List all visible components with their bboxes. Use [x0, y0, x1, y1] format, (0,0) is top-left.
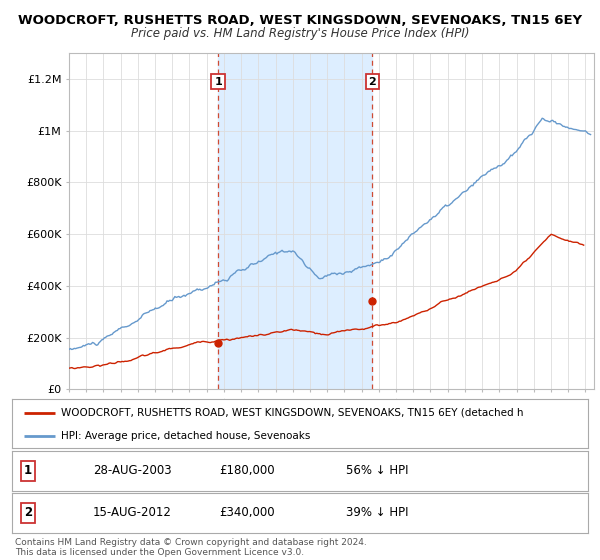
Text: 15-AUG-2012: 15-AUG-2012 — [92, 506, 172, 520]
Text: 1: 1 — [24, 464, 32, 478]
Bar — [218, 53, 372, 389]
Text: HPI: Average price, detached house, Sevenoaks: HPI: Average price, detached house, Seve… — [61, 431, 310, 441]
Text: Contains HM Land Registry data © Crown copyright and database right 2024.
This d: Contains HM Land Registry data © Crown c… — [15, 538, 367, 557]
Text: 28-AUG-2003: 28-AUG-2003 — [92, 464, 171, 478]
Text: £180,000: £180,000 — [220, 464, 275, 478]
Text: 39% ↓ HPI: 39% ↓ HPI — [346, 506, 409, 520]
Text: 2: 2 — [368, 77, 376, 87]
Text: 1: 1 — [214, 77, 222, 87]
Point — [367, 297, 377, 306]
Text: WOODCROFT, RUSHETTS ROAD, WEST KINGSDOWN, SEVENOAKS, TN15 6EY (detached h: WOODCROFT, RUSHETTS ROAD, WEST KINGSDOWN… — [61, 408, 523, 418]
Text: 2: 2 — [24, 506, 32, 520]
Text: 56% ↓ HPI: 56% ↓ HPI — [346, 464, 409, 478]
Text: £340,000: £340,000 — [220, 506, 275, 520]
Text: Price paid vs. HM Land Registry's House Price Index (HPI): Price paid vs. HM Land Registry's House … — [131, 27, 469, 40]
Point — [213, 338, 223, 347]
Text: WOODCROFT, RUSHETTS ROAD, WEST KINGSDOWN, SEVENOAKS, TN15 6EY: WOODCROFT, RUSHETTS ROAD, WEST KINGSDOWN… — [18, 14, 582, 27]
